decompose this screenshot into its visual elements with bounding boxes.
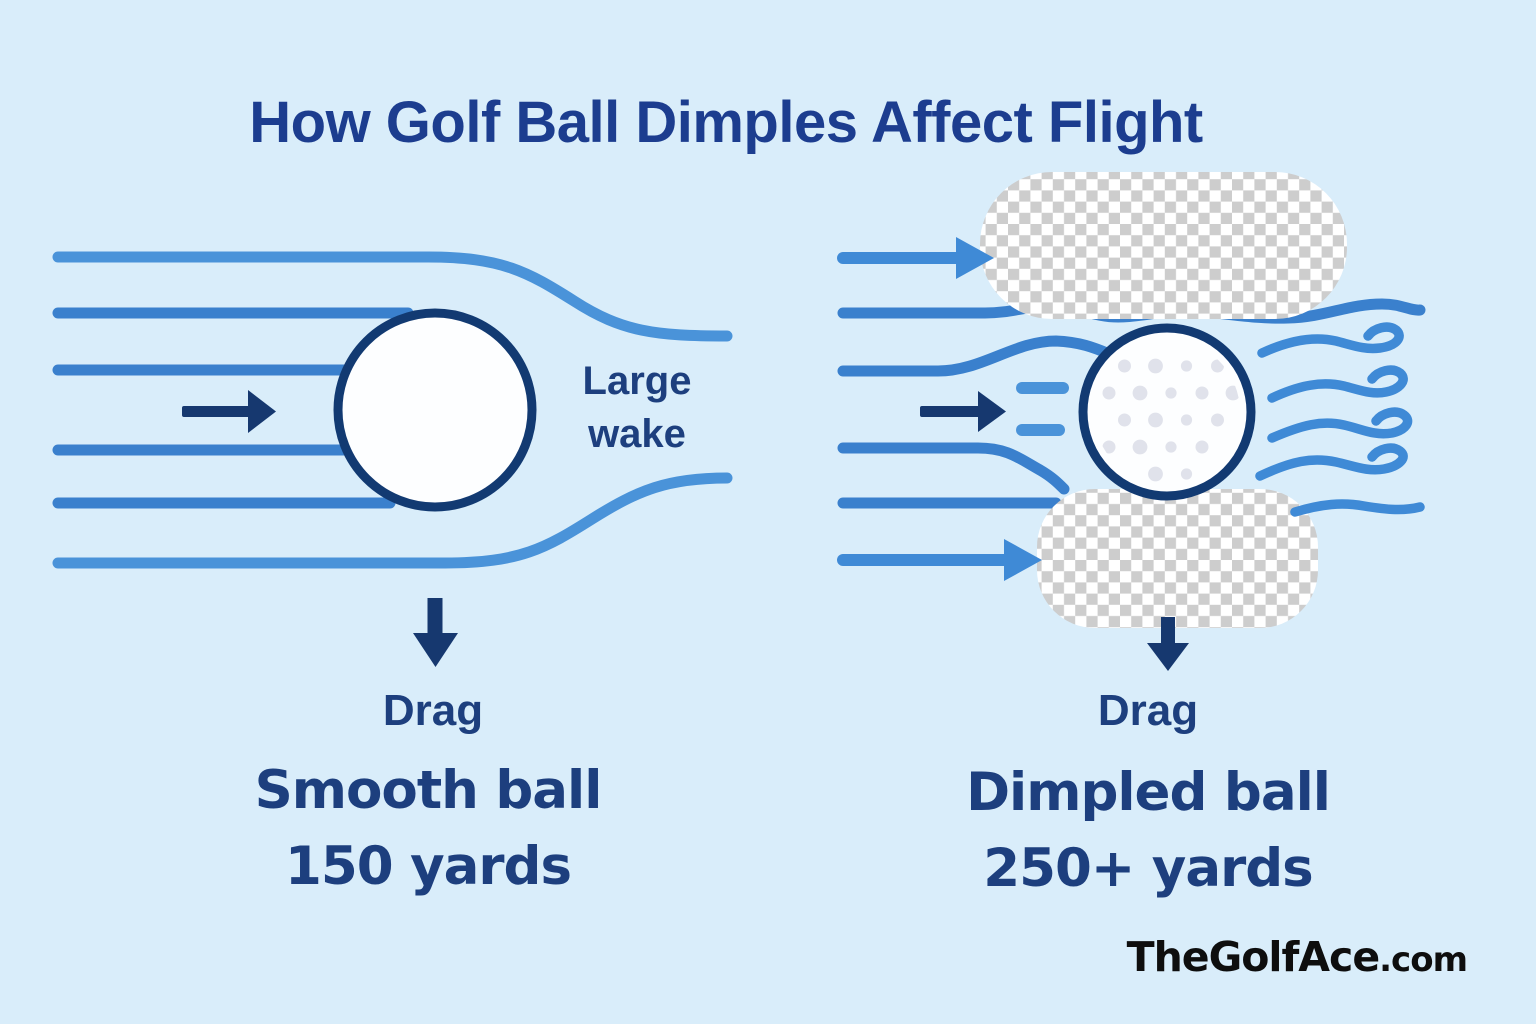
streamline-bottom-curved xyxy=(52,472,733,569)
dimpled-ball-caption: Dimpled ball xyxy=(966,762,1331,823)
streamline-under-ball xyxy=(837,442,1070,495)
drag-label-smooth: Drag xyxy=(382,686,484,735)
smooth-ball xyxy=(333,308,537,512)
transparency-blob-top xyxy=(980,172,1347,319)
dimple-field xyxy=(1102,358,1240,482)
flow-direction-arrow-icon xyxy=(920,391,1006,432)
smooth-ball-flow-diagram xyxy=(52,251,733,667)
wake-turbulence xyxy=(1255,322,1425,517)
dimpled-ball-distance: 250+ yards xyxy=(983,838,1313,899)
site-watermark: TheGolfAce.com xyxy=(1126,933,1468,981)
site-name: TheGolfAce xyxy=(1126,933,1381,981)
flow-arrow-bottom-icon xyxy=(837,539,1042,581)
dimpled-ball-flow-diagram xyxy=(837,172,1426,671)
smooth-ball-caption: Smooth ball xyxy=(254,760,603,821)
streamline-over-ball xyxy=(837,335,1118,377)
flow-direction-arrow-icon xyxy=(182,390,276,433)
flow-arrow-top-icon xyxy=(837,237,994,279)
drag-down-arrow-icon xyxy=(1147,617,1189,671)
transparency-blob-bottom xyxy=(1037,489,1318,628)
site-tld: .com xyxy=(1379,940,1468,980)
smooth-ball-distance: 150 yards xyxy=(284,836,572,897)
dimpled-ball xyxy=(1078,323,1256,501)
streamline-top-curved xyxy=(52,251,733,342)
large-wake-label: Large wake xyxy=(582,359,692,456)
drag-label-dimpled: Drag xyxy=(1097,686,1199,735)
drag-down-arrow-icon xyxy=(413,598,458,667)
page-title: How Golf Ball Dimples Affect Flight xyxy=(249,90,1203,155)
